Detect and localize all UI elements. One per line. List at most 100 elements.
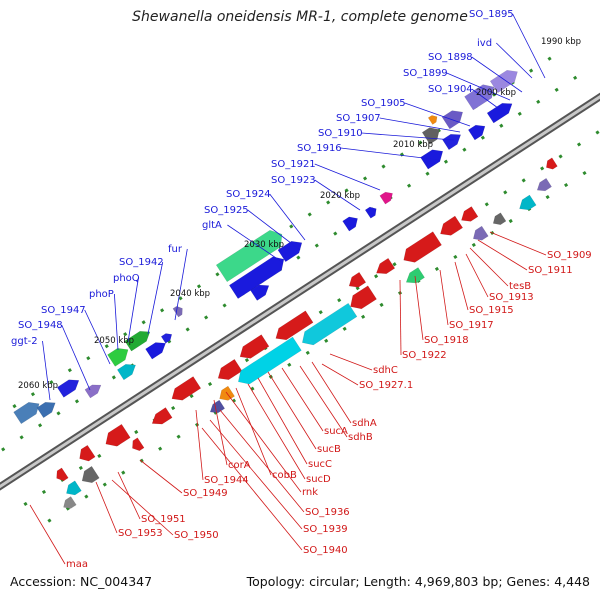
leader-line — [496, 42, 533, 79]
leader-line — [404, 102, 471, 127]
gene-label-forward: phoP — [89, 289, 114, 300]
tick-dot — [374, 274, 379, 279]
gene-label-forward: phoQ — [113, 273, 140, 284]
gene-label-reverse: sdhC — [373, 365, 398, 376]
tick-dot — [379, 302, 384, 307]
tick-dot — [540, 166, 545, 171]
leader-line — [235, 387, 272, 476]
tick-dot — [305, 350, 310, 355]
kbp-label: 2010 kbp — [393, 140, 433, 150]
kbp-label: 1990 kbp — [541, 37, 581, 47]
gene-arrow — [492, 212, 507, 225]
tick-dot — [529, 68, 534, 73]
tick-dot — [287, 362, 292, 367]
gene-arrow — [364, 206, 377, 219]
leader-line — [329, 353, 373, 371]
gene-label-forward: SO_1924 — [226, 189, 271, 200]
gene-label-reverse: SO_1922 — [402, 350, 447, 361]
tick-dot — [362, 176, 368, 181]
leader-line — [361, 132, 455, 141]
leader-line — [311, 361, 352, 424]
gene-arrow — [132, 437, 145, 452]
leader-line — [257, 377, 308, 465]
tick-dot — [141, 320, 146, 325]
kbp-label: 2060 kbp — [18, 381, 58, 391]
tick-dot — [471, 242, 476, 248]
kbp-label: 2020 kbp — [320, 191, 360, 201]
gene-label-forward: SO_1947 — [41, 305, 86, 316]
tick-dot — [215, 272, 220, 277]
tick-dot — [355, 286, 360, 291]
tick-dot — [289, 224, 294, 229]
tick-dot — [244, 358, 250, 363]
gene-arrow — [238, 336, 302, 385]
genome-summary-text: Topology: circular; Length: 4,969,803 bp… — [246, 574, 590, 589]
gene-features — [13, 69, 558, 509]
gene-arrow — [350, 285, 377, 310]
leader-line — [512, 13, 546, 79]
gene-label-reverse: sdhB — [348, 432, 373, 443]
gene-arrow — [36, 401, 56, 419]
leader-line — [439, 269, 449, 326]
gene-label-forward: SO_1921 — [271, 159, 316, 170]
leader-line — [281, 367, 324, 432]
gene-arrow — [277, 240, 303, 263]
gene-arrow — [302, 302, 358, 346]
gene-label-forward: SO_1904 — [428, 84, 473, 95]
gene-arrow — [250, 284, 270, 301]
gene-label-reverse: sucB — [317, 444, 341, 455]
tick-dot — [333, 231, 338, 236]
gene-label-forward: SO_1942 — [119, 257, 164, 268]
gene-arrow — [421, 127, 440, 145]
gene-label-forward: fur — [168, 244, 183, 255]
kbp-tick-labels: 1990 kbp 2000 kbp 2010 kbp 2020 kbp 2030 kbp… — [18, 37, 581, 391]
tick-dot — [49, 380, 54, 385]
tick-dot — [508, 218, 513, 224]
tick-dot — [503, 190, 508, 195]
leader-line — [446, 72, 511, 101]
leader-line — [95, 481, 118, 534]
tick-dot — [443, 159, 449, 164]
tick-dot — [97, 453, 102, 459]
tick-dot — [47, 518, 52, 523]
gene-arrow — [215, 229, 283, 283]
leader-line — [299, 365, 348, 438]
gene-arrow — [536, 177, 552, 192]
gene-label-reverse: SO_1911 — [528, 265, 573, 276]
tick-dot — [158, 446, 163, 451]
leader-line — [454, 261, 469, 311]
leader-line — [42, 340, 51, 401]
tick-dot — [547, 56, 552, 61]
gene-label-forward: SO_1910 — [318, 128, 363, 139]
gene-arrow — [151, 407, 173, 425]
tick-dot — [326, 200, 331, 205]
gene-label-reverse: sucD — [306, 474, 331, 485]
tick-dot — [318, 310, 323, 315]
gene-arrow — [56, 467, 69, 482]
leader-line — [29, 504, 66, 565]
tick-dot — [296, 255, 301, 260]
gene-arrow — [379, 191, 393, 205]
gene-label-reverse: sucA — [324, 426, 348, 437]
gene-label-forward: ggt-2 — [11, 336, 38, 347]
tick-dot — [434, 266, 439, 272]
gene-arrow — [209, 399, 226, 413]
tick-dot — [204, 315, 209, 320]
tick-dot — [23, 501, 28, 506]
tick-dot — [307, 212, 312, 217]
gene-label-reverse: rnk — [302, 487, 318, 498]
tick-dot — [453, 254, 458, 260]
gene-arrow — [217, 358, 243, 380]
tick-dot — [12, 404, 17, 409]
gene-arrow — [403, 231, 442, 263]
leader-line — [469, 247, 509, 287]
leader-line — [209, 419, 303, 530]
gene-arrow — [442, 133, 462, 151]
leader-line — [147, 261, 164, 335]
gene-label-reverse: SO_1940 — [303, 545, 348, 556]
gene-label-reverse: SO_1949 — [183, 488, 228, 499]
leader-line — [314, 179, 361, 211]
leader-line — [219, 409, 305, 513]
